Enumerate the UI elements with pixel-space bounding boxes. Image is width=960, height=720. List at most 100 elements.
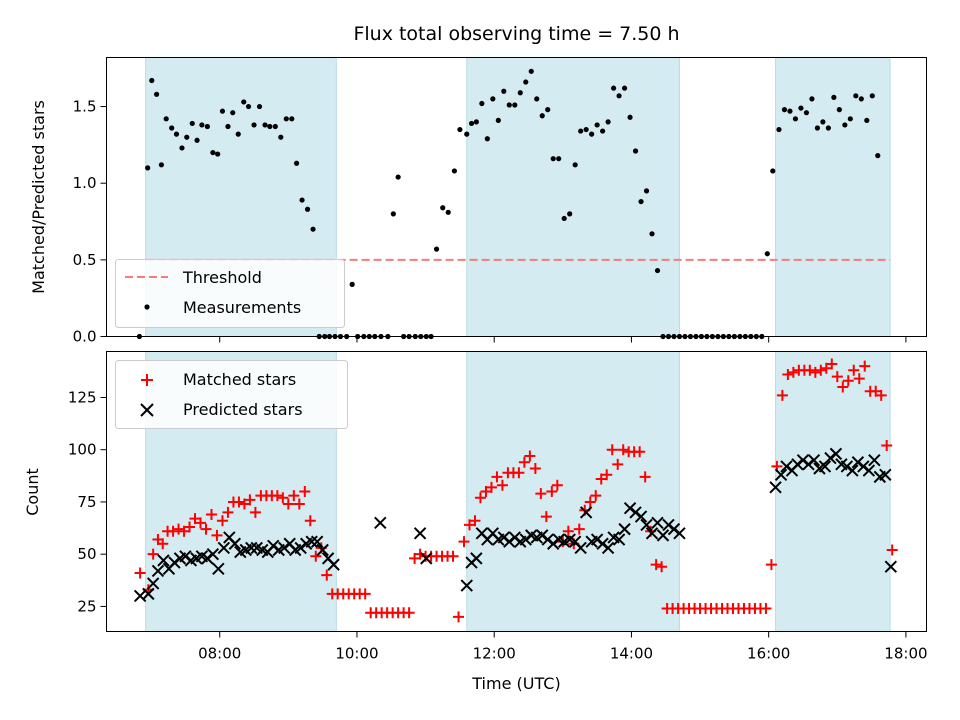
measurement-point-135	[875, 153, 881, 159]
matched-star-marker-129	[842, 375, 854, 387]
measurement-point-92	[638, 198, 644, 205]
measurement-point-83	[589, 131, 595, 137]
top-legend: Threshold Measurements	[115, 259, 345, 328]
top-y-ticks: 0.0 0.5 1.0 1.5	[73, 98, 107, 346]
predicted-star-marker-99	[879, 468, 892, 481]
top-y-tick-label-1: 0.5	[73, 251, 97, 269]
x-tick-label-2: 12:00	[473, 645, 516, 663]
matched-star-marker-2	[147, 548, 159, 560]
count-points	[133, 358, 898, 623]
predicted-star-marker-100	[884, 560, 898, 573]
bot-y-tick-label-4: 125	[68, 388, 97, 406]
top-axes-frame	[106, 57, 927, 337]
matched-star-marker-7	[173, 523, 185, 535]
predicted-star-marker-93	[846, 464, 859, 477]
measurement-point-84	[594, 122, 600, 128]
measurement-point-18	[230, 110, 236, 116]
measurement-point-3	[153, 91, 160, 97]
legend-threshold-label: Threshold	[182, 268, 262, 287]
measurement-point-62	[473, 119, 479, 125]
predicted-star-marker-68	[618, 522, 631, 536]
measurement-point-63	[479, 100, 485, 107]
matched-star-marker-59	[458, 536, 470, 548]
bot-y-tick-label-0: 25	[77, 597, 96, 615]
measurement-point-74	[539, 113, 545, 119]
measurement-point-21	[245, 103, 252, 110]
measurement-point-12	[199, 122, 205, 128]
predicted-star-marker-67	[612, 533, 626, 546]
predicted-star-marker-60	[574, 541, 587, 555]
measurement-point-124	[814, 125, 820, 131]
measurement-point-81	[578, 128, 584, 134]
measurement-point-27	[278, 134, 284, 140]
legend-predicted-swatch	[140, 403, 154, 417]
predicted-star-marker-41	[470, 552, 483, 565]
measurement-point-8	[179, 145, 185, 151]
measurement-point-77	[556, 156, 562, 162]
predicted-star-marker-35	[327, 558, 340, 571]
predicted-star-marker-71	[634, 510, 648, 523]
measurement-point-95	[654, 267, 661, 274]
top-x-ticks	[219, 336, 907, 343]
predicted-star-marker-86	[807, 453, 821, 467]
matched-star-marker-28	[288, 490, 300, 502]
matched-star-marker-31	[304, 515, 316, 527]
measurement-point-133	[864, 117, 870, 123]
matched-star-marker-135	[875, 389, 887, 401]
matched-star-marker-127	[831, 371, 843, 383]
predicted-star-marker-37	[413, 527, 427, 540]
measurement-point-93	[643, 188, 650, 194]
measurement-point-19	[235, 131, 241, 137]
bottom-legend-box	[115, 360, 348, 429]
matched-star-marker-16	[222, 506, 234, 518]
predicted-star-marker-36	[374, 516, 387, 530]
measurement-point-118	[781, 107, 788, 113]
matched-star-marker-73	[535, 488, 547, 500]
predicted-star-marker-17	[228, 537, 242, 550]
top-y-tick-label-0: 0.0	[73, 328, 97, 346]
measurement-point-64	[484, 136, 490, 142]
measurement-point-72	[528, 68, 534, 74]
predicted-star-marker-0	[133, 589, 147, 603]
measurement-point-115	[764, 251, 770, 257]
predicted-star-marker-65	[601, 541, 615, 555]
x-tick-label-5: 18:00	[884, 645, 927, 663]
measurement-point-67	[501, 88, 507, 94]
matched-star-marker-76	[551, 479, 563, 491]
measurement-point-48	[395, 174, 401, 180]
measurement-point-76	[550, 156, 556, 162]
matched-star-marker-70	[518, 456, 530, 468]
matched-star-marker-126	[826, 358, 838, 370]
matched-star-marker-95	[656, 561, 668, 573]
bottom-y-axis-label: Count	[23, 468, 42, 516]
predicted-star-marker-96	[862, 464, 876, 477]
bot-shaded-interval-2	[775, 351, 891, 632]
matched-star-marker-18	[233, 496, 245, 508]
predicted-star-marker-74	[651, 516, 664, 530]
measurement-point-40	[349, 281, 355, 287]
matched-star-marker-0	[134, 567, 146, 579]
matched-star-marker-82	[584, 496, 596, 508]
matched-star-marker-69	[513, 467, 525, 479]
predicted-star-marker-39	[460, 579, 473, 592]
predicted-star-marker-13	[206, 547, 220, 561]
measurement-point-126	[825, 125, 831, 131]
measurement-point-87	[610, 85, 617, 91]
matched-star-marker-74	[540, 511, 552, 523]
legend-matched-label: Matched stars	[183, 370, 296, 389]
measurement-point-90	[627, 114, 633, 120]
measurement-point-73	[534, 96, 540, 102]
matched-star-marker-72	[529, 463, 541, 475]
matched-star-marker-11	[195, 517, 207, 529]
matched-star-marker-25	[271, 490, 283, 502]
measurement-point-2	[149, 77, 155, 84]
measurement-point-31	[299, 197, 305, 203]
matched-star-marker-78	[562, 525, 574, 537]
measurement-point-32	[304, 206, 311, 212]
matched-star-marker-14	[211, 529, 223, 541]
matched-star-marker-6	[167, 525, 179, 537]
bot-y-tick-label-3: 100	[68, 441, 97, 459]
x-axis-label: Time (UTC)	[471, 674, 560, 693]
measurement-point-23	[256, 103, 263, 110]
